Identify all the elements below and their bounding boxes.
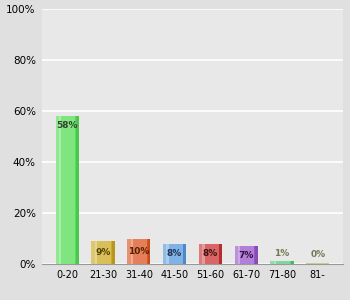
Bar <box>127 238 150 264</box>
Bar <box>56 116 79 264</box>
Bar <box>274 261 290 264</box>
Text: 1%: 1% <box>274 249 289 258</box>
Bar <box>219 244 222 264</box>
Bar <box>234 246 240 264</box>
Bar <box>148 238 150 264</box>
Text: 9%: 9% <box>96 248 111 257</box>
Bar <box>95 241 111 264</box>
Bar <box>234 246 258 264</box>
Bar <box>76 116 79 264</box>
Text: 0%: 0% <box>310 250 325 259</box>
Bar <box>306 263 329 264</box>
Bar <box>290 261 294 264</box>
Bar <box>112 241 115 264</box>
Bar <box>91 241 115 264</box>
Bar <box>131 238 147 264</box>
Bar <box>91 241 97 264</box>
Bar <box>270 261 276 264</box>
Bar <box>183 244 186 264</box>
Text: 8%: 8% <box>167 249 182 258</box>
Bar <box>270 261 294 264</box>
Text: 8%: 8% <box>203 249 218 258</box>
Bar <box>127 238 133 264</box>
Bar <box>163 244 169 264</box>
Text: 7%: 7% <box>238 250 254 260</box>
Bar <box>59 116 76 264</box>
Bar <box>255 246 258 264</box>
Bar <box>238 246 254 264</box>
Text: 10%: 10% <box>128 247 149 256</box>
Bar <box>167 244 183 264</box>
Bar <box>199 244 204 264</box>
Bar <box>202 244 218 264</box>
Bar <box>199 244 222 264</box>
Text: 58%: 58% <box>57 121 78 130</box>
Bar <box>56 116 62 264</box>
Bar <box>163 244 186 264</box>
